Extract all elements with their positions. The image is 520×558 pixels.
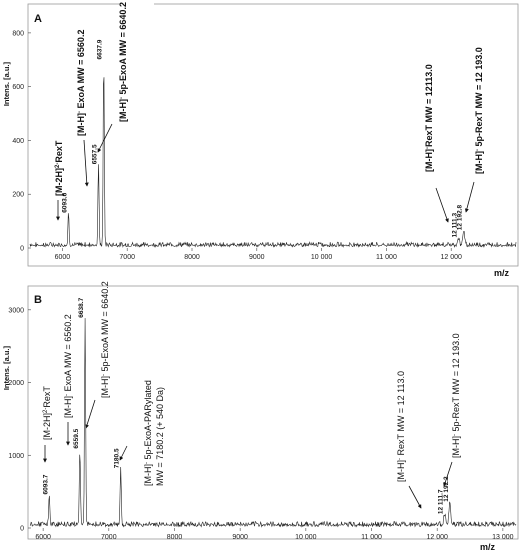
panel-b-xlabel: m/z xyxy=(480,542,496,552)
y-tick-label: 1000 xyxy=(8,453,24,460)
annotation-b-5p-exoa: [M-H]- 5p-ExoA MW = 6640.2 xyxy=(100,281,110,398)
peak-label: 12 111.7 xyxy=(438,489,445,514)
peak-label: 6638.7 xyxy=(78,297,85,317)
y-tick-label: 0 xyxy=(20,526,24,533)
arrow-b-parylated xyxy=(119,445,128,461)
x-tick-label: 8000 xyxy=(184,254,200,261)
annotation-a-5p-exoa: [M-H]- 5p-ExoA MW = 6640.2 xyxy=(118,2,128,122)
annotation-b-m2h-rext: [M-2H]2-RexT xyxy=(42,386,52,440)
peak-label: 12 192.2 xyxy=(443,476,450,502)
annotation-b-exoa: [M-H]- ExoA MW = 6560.2 xyxy=(63,314,73,418)
arrow-a-rext xyxy=(435,187,449,223)
annotation-b-5p-rext: [M-H]- 5p-RexT MW = 12 193.0 xyxy=(451,333,461,458)
x-tick-label: 11 000 xyxy=(361,534,382,541)
panel-b-frame xyxy=(27,285,519,540)
x-tick-label: 12 000 xyxy=(426,534,448,541)
annotation-a-exoa: [M-H]- ExoA MW = 6560.2 xyxy=(76,30,86,136)
peak-label: 7180.5 xyxy=(114,448,121,468)
peak-label: 12 192.8 xyxy=(457,205,464,231)
x-tick-label: 9000 xyxy=(232,534,248,541)
arrow-a-5p-exoa xyxy=(97,123,113,153)
peak-label: 6557.5 xyxy=(92,144,99,164)
y-tick-label: 0 xyxy=(20,246,24,253)
x-tick-label: 8000 xyxy=(167,534,183,541)
y-tick-label: 400 xyxy=(12,138,24,145)
panel-a-spectrum-trace xyxy=(29,77,517,248)
y-tick-label: 3000 xyxy=(8,307,24,314)
arrow-a-exoa xyxy=(83,139,89,187)
x-tick-label: 6000 xyxy=(55,254,71,261)
x-tick-label: 6000 xyxy=(35,534,51,541)
panel-b-annotations: [M-2H]2-RexT [M-H]- ExoA MW = 6560.2 [M-… xyxy=(42,281,461,509)
panel-a-title-gap xyxy=(120,2,154,7)
y-tick-label: 2000 xyxy=(8,380,24,387)
annotation-a-5p-rext: [M-H]- 5p-RexT MW = 12 193.0 xyxy=(474,47,484,174)
annotation-b-rext: [M-H]- RexT MW = 12 113.0 xyxy=(396,371,406,482)
panel-b: B Intens. [a.u.] m/z 6000 7000 8000 9000 10 … xyxy=(2,285,519,552)
x-tick-label: 12 000 xyxy=(440,254,462,261)
x-tick-label: 7000 xyxy=(101,534,117,541)
x-tick-label: 9000 xyxy=(249,254,265,261)
arrow-b-rext xyxy=(408,485,422,509)
annotation-a-rext: [M-H]-RexT MW = 12113.0 xyxy=(424,64,434,172)
panel-a-annotations: [M-2H]2-RexT [M-H]- ExoA MW = 6560.2 [M-… xyxy=(54,2,484,223)
panel-b-ylabel: Intens. [a.u.] xyxy=(2,346,11,391)
panel-a-xlabel: m/z xyxy=(494,268,510,278)
panel-a: A Intens. [a.u.] m/z 6000 7000 8000 9000 10 … xyxy=(2,2,519,278)
x-tick-label: 13 000 xyxy=(492,534,514,541)
panel-b-spectrum-trace xyxy=(29,318,517,528)
x-tick-label: 7000 xyxy=(119,254,135,261)
panel-b-letter: B xyxy=(34,294,42,306)
x-tick-label: 11 000 xyxy=(376,254,397,261)
peak-label: 6093.7 xyxy=(42,474,49,494)
x-tick-label: 10 000 xyxy=(311,254,333,261)
panel-a-ylabel: Intens. [a.u.] xyxy=(2,62,11,107)
y-tick-label: 200 xyxy=(12,192,24,199)
peak-label: 12 111.3 xyxy=(451,213,458,238)
arrow-b-5p-rext xyxy=(443,461,453,487)
arrow-b-5p-exoa xyxy=(85,399,96,429)
peak-label: 6093.6 xyxy=(62,192,69,212)
panel-a-frame xyxy=(27,3,519,267)
y-tick-label: 600 xyxy=(12,84,24,91)
annotation-b-parylated-mw: MW = 7180.2 (+ 540 Da) xyxy=(155,387,165,486)
annotation-b-parylated: [M-H]- 5p-ExoA-PARylated xyxy=(143,380,153,486)
peak-label: 6637.9 xyxy=(97,39,104,59)
peak-label: 6559.5 xyxy=(73,428,80,448)
panel-a-letter: A xyxy=(34,13,42,25)
x-tick-label: 10 000 xyxy=(295,534,317,541)
y-tick-label: 800 xyxy=(12,30,24,37)
annotation-a-m2h-rext: [M-2H]2-RexT xyxy=(54,140,64,196)
arrow-a-5p-rext xyxy=(464,181,475,213)
